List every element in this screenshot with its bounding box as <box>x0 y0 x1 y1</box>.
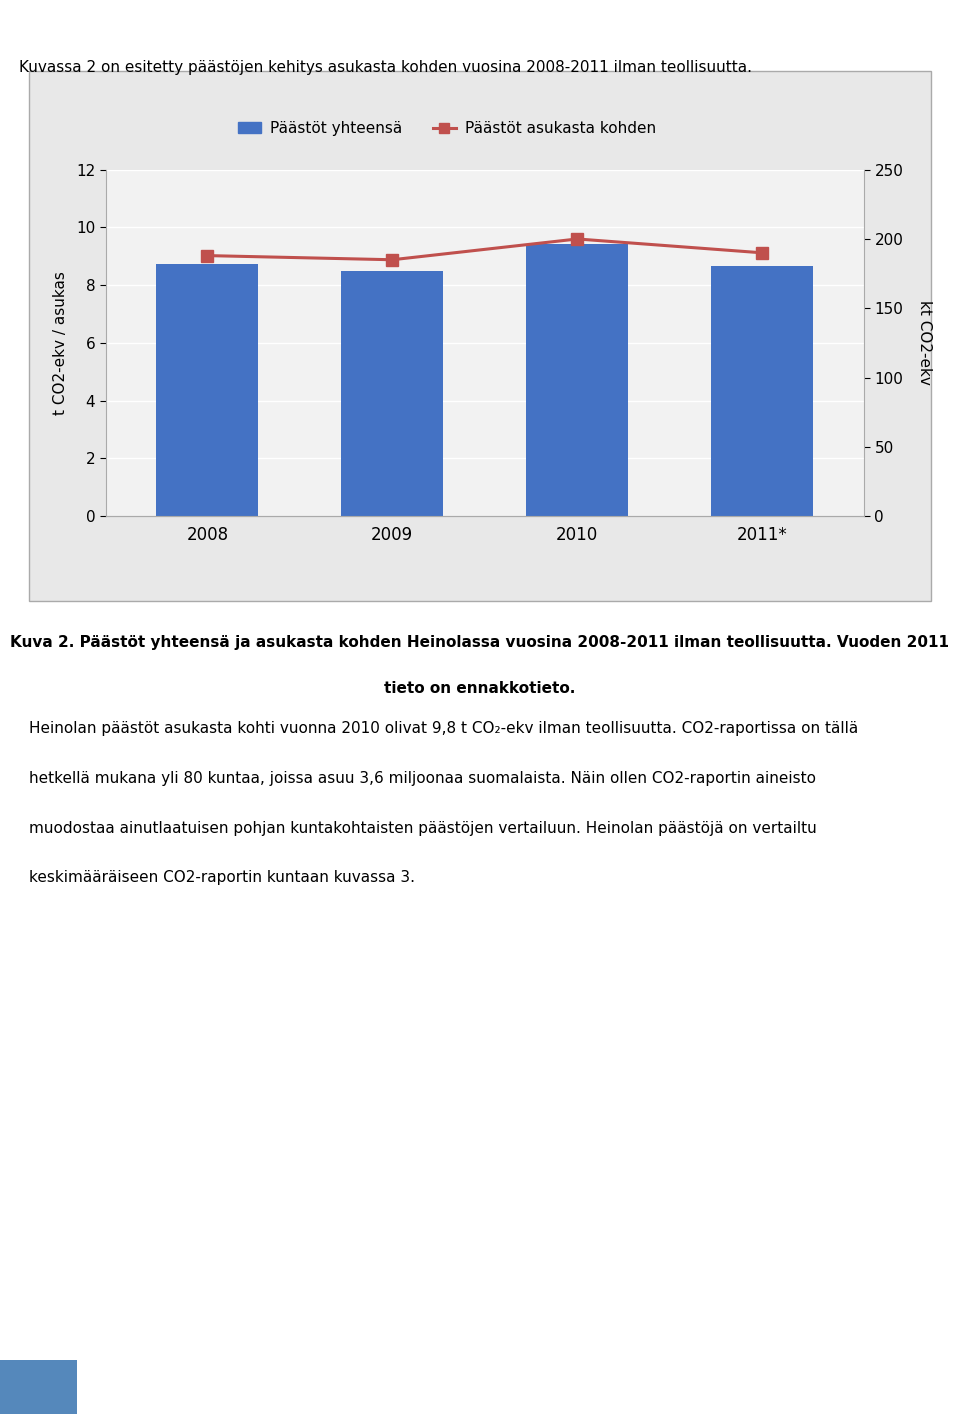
Text: Kuvassa 2 on esitetty päästöjen kehitys asukasta kohden vuosina 2008-2011 ilman : Kuvassa 2 on esitetty päästöjen kehitys … <box>19 61 753 75</box>
Text: Kuva 2. Päästöt yhteensä ja asukasta kohden Heinolassa vuosina 2008-2011 ilman t: Kuva 2. Päästöt yhteensä ja asukasta koh… <box>11 635 949 650</box>
Text: keskimääräiseen CO2-raportin kuntaan kuvassa 3.: keskimääräiseen CO2-raportin kuntaan kuv… <box>29 871 415 885</box>
Y-axis label: t CO2-ekv / asukas: t CO2-ekv / asukas <box>53 271 67 414</box>
Text: CO2-RAPORTTI  |  BENVIROC OY 2012: CO2-RAPORTTI | BENVIROC OY 2012 <box>86 1380 377 1394</box>
Bar <box>156 264 258 516</box>
Bar <box>526 245 628 516</box>
Text: Heinolan päästöt asukasta kohti vuonna 2010 olivat 9,8 t CO₂-ekv ilman teollisuu: Heinolan päästöt asukasta kohti vuonna 2… <box>29 721 858 737</box>
Legend: Päästöt yhteensä, Päästöt asukasta kohden: Päästöt yhteensä, Päästöt asukasta kohde… <box>231 115 662 143</box>
Text: hetkellä mukana yli 80 kuntaa, joissa asuu 3,6 miljoonaa suomalaista. Näin ollen: hetkellä mukana yli 80 kuntaa, joissa as… <box>29 771 816 786</box>
Bar <box>711 266 813 516</box>
Text: tieto on ennakkotieto.: tieto on ennakkotieto. <box>384 682 576 696</box>
Y-axis label: kt CO2-ekv: kt CO2-ekv <box>917 300 932 386</box>
FancyBboxPatch shape <box>0 1360 77 1414</box>
Text: 6: 6 <box>917 1377 931 1397</box>
Bar <box>342 270 444 516</box>
Text: muodostaa ainutlaatuisen pohjan kuntakohtaisten päästöjen vertailuun. Heinolan p: muodostaa ainutlaatuisen pohjan kuntakoh… <box>29 820 817 836</box>
